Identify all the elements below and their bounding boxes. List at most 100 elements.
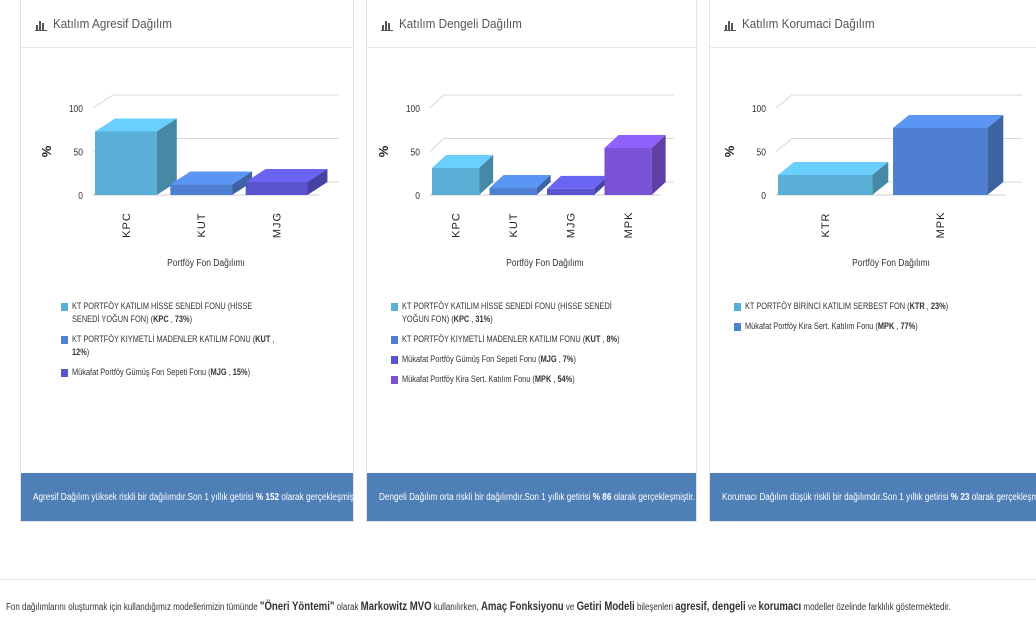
bar-chart-icon xyxy=(381,18,393,31)
bar-front xyxy=(547,188,595,195)
bar-side xyxy=(479,155,494,195)
bar-top xyxy=(893,115,1004,129)
bar-top xyxy=(432,155,494,169)
legend-swatch xyxy=(391,336,398,344)
y-axis-label: % xyxy=(39,145,54,157)
bar-top xyxy=(547,175,609,189)
bar-chart-icon xyxy=(724,18,736,31)
bar-chart-icon xyxy=(35,18,47,31)
x-tick-label: KTR xyxy=(820,213,832,238)
bar xyxy=(604,135,666,195)
bar-top xyxy=(778,161,889,175)
bar-side xyxy=(651,135,666,195)
legend-item[interactable]: KT PORTFÖY KIYMETLİ MADENLER KATILIM FON… xyxy=(61,333,325,359)
x-tick-label: KPC xyxy=(451,212,463,238)
methodology-note: Fon dağılımlarını oluşturmak için kullan… xyxy=(6,599,951,613)
y-tick-label: 100 xyxy=(752,103,766,114)
legend-swatch xyxy=(61,303,68,311)
y-tick-label: 100 xyxy=(69,103,83,114)
bar xyxy=(432,155,494,195)
y-axis-label: % xyxy=(376,145,391,157)
legend-item[interactable]: KT PORTFÖY KIYMETLİ MADENLER KATILIM FON… xyxy=(391,333,668,346)
chart-legend: KT PORTFÖY BİRİNCİ KATILIM SERBEST FON (… xyxy=(710,300,1036,340)
y-tick-label: 50 xyxy=(74,147,83,158)
x-tick-label: KUT xyxy=(508,213,520,238)
y-axis-label: % xyxy=(722,145,737,157)
legend-item[interactable]: Mükafat Portföy Kira Sert. Katılım Fonu … xyxy=(734,320,1008,333)
y-tick-label: 0 xyxy=(761,190,766,201)
y-tick-label: 50 xyxy=(411,147,420,158)
gridline-depth xyxy=(92,94,114,109)
bar-chart: 0 50 100% KPC KUT MJG Portföy Fon Dağılımı xyxy=(39,94,339,268)
bar-front xyxy=(245,181,308,195)
panel-header: Katılım Agresif Dağılım xyxy=(21,0,353,48)
bar-side xyxy=(232,171,253,195)
legend-swatch xyxy=(391,356,398,364)
bar-top xyxy=(604,135,666,149)
bar xyxy=(547,175,609,195)
bar-front xyxy=(489,188,537,195)
bar-front xyxy=(604,148,652,195)
panel-header: Katılım Korumaci Dağılım xyxy=(710,0,1036,48)
legend-item[interactable]: Mükafat Portföy Gümüş Fon Sepeti Fonu (M… xyxy=(391,353,668,366)
x-tick-label: MPK xyxy=(935,212,947,239)
y-tick-label: 50 xyxy=(757,147,766,158)
legend-item[interactable]: Mükafat Portföy Kira Sert. Katılım Fonu … xyxy=(391,373,668,386)
chart-legend: KT PORTFÖY KATILIM HİSSE SENEDİ FONU (Hİ… xyxy=(21,300,353,386)
bar xyxy=(95,118,177,195)
panel-footer: Agresif Dağılım yüksek riskli bir dağılı… xyxy=(21,473,362,521)
footer-text: Korumacı Dağılım düşük riskli bir dağılı… xyxy=(722,491,1036,503)
gridline-depth xyxy=(429,94,445,109)
bar-side xyxy=(987,115,1004,195)
panel-title: Katılım Dengeli Dağılım xyxy=(399,16,522,31)
bar-side xyxy=(536,175,551,195)
legend-swatch xyxy=(391,303,398,311)
chart-legend: KT PORTFÖY KATILIM HİSSE SENEDİ FONU (Hİ… xyxy=(367,300,696,393)
x-axis-label: Portföy Fon Dağılımı xyxy=(852,257,930,268)
bar-top xyxy=(95,118,177,132)
legend-item[interactable]: KT PORTFÖY BİRİNCİ KATILIM SERBEST FON (… xyxy=(734,300,1008,313)
panel-title: Katılım Korumaci Dağılım xyxy=(742,16,875,31)
x-tick-label: KPC xyxy=(121,212,133,238)
bar xyxy=(170,171,253,195)
panel-footer: Korumacı Dağılım düşük riskli bir dağılı… xyxy=(710,473,1036,521)
bar xyxy=(778,161,889,195)
legend-swatch xyxy=(734,323,741,331)
panel-agresif: Katılım Agresif Dağılım 0 50 100% KPC KUT MJG… xyxy=(20,0,362,522)
bar xyxy=(245,168,328,195)
bar-front xyxy=(170,184,233,195)
legend-item[interactable]: KT PORTFÖY KATILIM HİSSE SENEDİ FONU (Hİ… xyxy=(61,300,325,326)
bar-side xyxy=(307,168,328,195)
bar-chart: 0 50 100% KPC KUT MJG MPK Portföy Fon Dağılımı xyxy=(376,94,674,268)
legend-item[interactable]: KT PORTFÖY KATILIM HİSSE SENEDİ FONU (Hİ… xyxy=(391,300,668,326)
footer-text: Agresif Dağılım yüksek riskli bir dağılı… xyxy=(33,491,363,503)
gridline-depth xyxy=(775,138,793,152)
x-axis-label: Portföy Fon Dağılımı xyxy=(506,257,584,268)
bar-front xyxy=(95,131,157,195)
bar-top xyxy=(245,168,328,182)
bar-side xyxy=(156,118,177,195)
legend-swatch xyxy=(61,336,68,344)
panel-korumaci: Katılım Korumaci Dağılım 0 50 100% KTR MPK Po… xyxy=(709,0,1036,522)
x-axis-label: Portföy Fon Dağılımı xyxy=(167,257,245,268)
footer-text: Dengeli Dağılım orta riskli bir dağılımd… xyxy=(379,491,695,503)
y-tick-label: 0 xyxy=(78,190,83,201)
panel-header: Katılım Dengeli Dağılım xyxy=(367,0,696,48)
bar-chart: 0 50 100% KTR MPK Portföy Fon Dağılımı xyxy=(722,94,1022,268)
bar xyxy=(489,175,551,195)
bar-top xyxy=(170,171,253,185)
bar-side xyxy=(872,161,889,195)
gridline-depth xyxy=(775,94,793,109)
legend-swatch xyxy=(61,369,68,377)
panel-title: Katılım Agresif Dağılım xyxy=(53,16,172,31)
bar-front xyxy=(778,174,873,195)
gridline-depth xyxy=(429,138,445,152)
bar-top xyxy=(489,175,551,189)
x-tick-label: MJG xyxy=(566,212,578,238)
panel-dengeli: Katılım Dengeli Dağılım 0 50 100% KPC KUT MJG… xyxy=(366,0,697,522)
x-tick-label: MPK xyxy=(623,212,635,239)
legend-item[interactable]: Mükafat Portföy Gümüş Fon Sepeti Fonu (M… xyxy=(61,366,325,379)
bar-front xyxy=(893,128,988,195)
panel-footer: Dengeli Dağılım orta riskli bir dağılımd… xyxy=(367,473,696,521)
